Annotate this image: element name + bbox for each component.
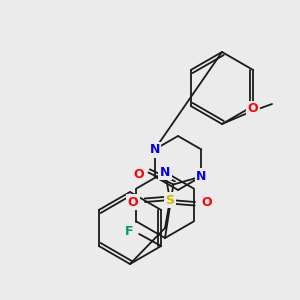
Text: N: N [160,166,170,178]
Text: S: S [166,194,175,206]
Text: O: O [248,103,258,116]
Text: O: O [202,196,212,208]
Text: F: F [125,226,134,238]
Text: O: O [128,196,138,208]
Text: N: N [196,170,207,183]
Text: N: N [149,143,160,156]
Text: O: O [133,168,144,181]
